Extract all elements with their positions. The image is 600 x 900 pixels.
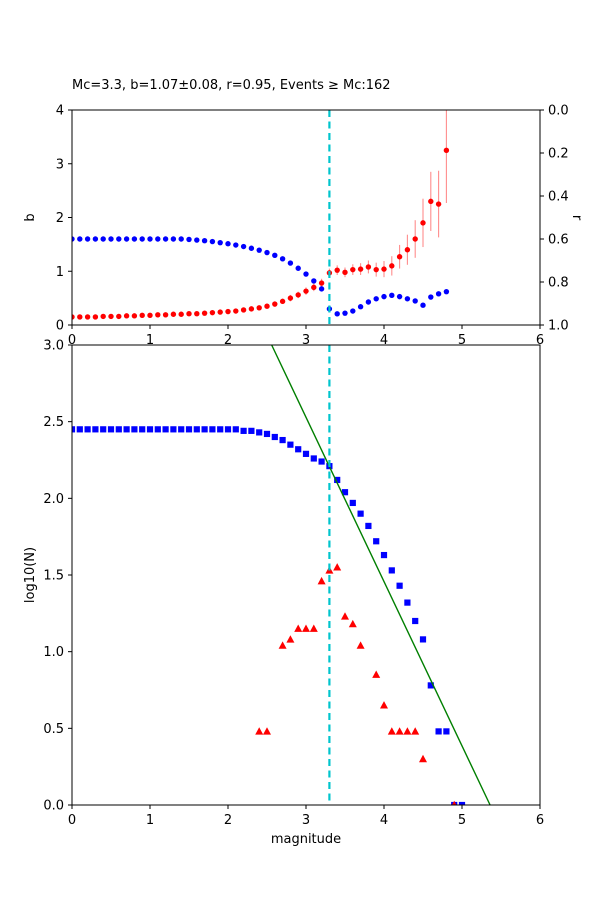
svg-text:1: 1 bbox=[56, 265, 64, 280]
bottom-data bbox=[71, 344, 491, 806]
svg-text:3: 3 bbox=[302, 813, 310, 828]
svg-text:0.2: 0.2 bbox=[548, 147, 569, 162]
svg-text:0.5: 0.5 bbox=[43, 722, 64, 737]
svg-text:1: 1 bbox=[146, 813, 154, 828]
bottom-axes: 0 1 2 3 4 5 6 0.0 0.5 1.0 1.5 2.0 2.5 3.0 log10(N) magn… bbox=[23, 339, 544, 848]
svg-text:r: r bbox=[569, 215, 584, 221]
svg-text:0: 0 bbox=[56, 319, 64, 334]
svg-text:2.5: 2.5 bbox=[43, 415, 64, 430]
svg-text:6: 6 bbox=[536, 333, 544, 348]
series-cumulative-count bbox=[71, 426, 466, 806]
svg-text:4: 4 bbox=[380, 813, 388, 828]
svg-text:3.0: 3.0 bbox=[43, 339, 64, 354]
svg-text:2: 2 bbox=[224, 813, 232, 828]
svg-text:3: 3 bbox=[302, 333, 310, 348]
top-panel: 0 1 2 3 4 5 6 0 1 2 3 4 0.0 0.2 0.4 0.6 0.8 1.0 b r bbox=[23, 104, 584, 349]
svg-text:log10(N): log10(N) bbox=[23, 547, 38, 603]
top-data bbox=[71, 109, 450, 320]
svg-text:0.8: 0.8 bbox=[548, 276, 569, 291]
svg-text:magnitude: magnitude bbox=[271, 832, 341, 847]
series-r-correlation bbox=[71, 236, 450, 317]
series-gutenberg-richter-fit bbox=[271, 344, 491, 806]
svg-text:4: 4 bbox=[56, 104, 64, 119]
svg-text:5: 5 bbox=[458, 333, 466, 348]
svg-text:b: b bbox=[23, 213, 38, 221]
chart-title: Mc=3.3, b=1.07±0.08, r=0.95, Events ≥ Mc… bbox=[72, 78, 391, 93]
svg-text:4: 4 bbox=[380, 333, 388, 348]
bottom-panel: 0 1 2 3 4 5 6 0.0 0.5 1.0 1.5 2.0 2.5 3.0 log10(N) magn… bbox=[23, 339, 544, 848]
axes-frame bbox=[71, 344, 541, 806]
svg-text:0.4: 0.4 bbox=[548, 190, 569, 205]
svg-text:2.0: 2.0 bbox=[43, 492, 64, 507]
svg-text:1.5: 1.5 bbox=[43, 569, 64, 584]
svg-text:0.6: 0.6 bbox=[548, 233, 569, 248]
series-b-value bbox=[71, 147, 450, 320]
svg-text:2: 2 bbox=[56, 211, 64, 226]
svg-text:1.0: 1.0 bbox=[43, 645, 64, 660]
errorbars-b-value bbox=[71, 109, 447, 319]
svg-text:1: 1 bbox=[146, 333, 154, 348]
svg-text:0.0: 0.0 bbox=[43, 799, 64, 814]
svg-text:0: 0 bbox=[68, 333, 76, 348]
svg-text:0.0: 0.0 bbox=[548, 104, 569, 119]
svg-text:2: 2 bbox=[224, 333, 232, 348]
top-axes: 0 1 2 3 4 5 6 0 1 2 3 4 0.0 0.2 0.4 0.6 0.8 1.0 b r bbox=[23, 104, 584, 349]
svg-text:3: 3 bbox=[56, 157, 64, 172]
svg-text:5: 5 bbox=[458, 813, 466, 828]
svg-text:6: 6 bbox=[536, 813, 544, 828]
series-incremental-count bbox=[255, 563, 457, 806]
svg-text:1.0: 1.0 bbox=[548, 319, 569, 334]
svg-text:0: 0 bbox=[68, 813, 76, 828]
